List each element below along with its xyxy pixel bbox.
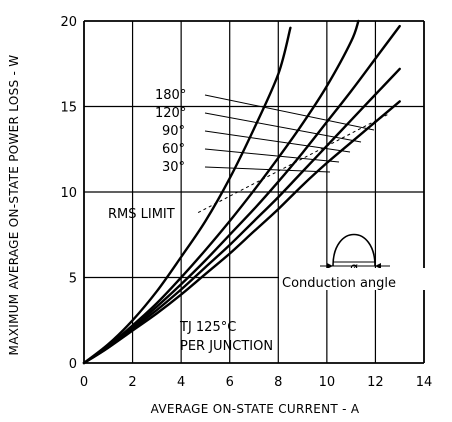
x-tick-label: 6 [226, 375, 234, 390]
half-sine-wave [332, 233, 376, 267]
y-tick-label: 15 [60, 101, 77, 116]
x-tick-label: 12 [367, 375, 384, 390]
series-line-180 [82, 26, 292, 365]
leader-line [204, 166, 331, 173]
curve-label-leaders [204, 94, 375, 173]
y-tick-label: 10 [60, 186, 77, 201]
leader-line [204, 94, 375, 131]
leader-line [204, 148, 340, 163]
series-line-90 [82, 24, 401, 365]
per-junction-label: PER JUNCTION [180, 339, 273, 354]
x-tick-labels: 0 2 4 6 8 10 12 14 [80, 375, 432, 390]
series-line-60 [82, 67, 401, 365]
rms-limit-label: RMS LIMIT [108, 207, 175, 222]
x-axis-title: AVERAGE ON-STATE CURRENT - A [151, 402, 360, 416]
y-tick-label: 20 [60, 15, 77, 30]
conduction-angle-label: Conduction angle [282, 276, 396, 291]
curve-label-90: 90° [162, 124, 185, 139]
conduction-angle-box [279, 268, 440, 290]
x-tick-label: 2 [128, 375, 136, 390]
series-line-120 [82, 19, 360, 365]
curve-labels: 180° 120° 90° 60° 30° [155, 88, 186, 175]
x-tick-label: 10 [319, 375, 336, 390]
tj-label: TJ 125°C [179, 320, 236, 335]
x-tick-label: 4 [177, 375, 185, 390]
x-tick-label: 14 [416, 375, 433, 390]
series-lines [82, 19, 401, 365]
arrow-left [327, 263, 333, 269]
curve-label-30: 30° [162, 160, 185, 175]
curve-label-180: 180° [155, 88, 186, 103]
leader-line [204, 130, 351, 153]
series-line-30 [82, 100, 401, 365]
x-tick-label: 0 [80, 375, 88, 390]
y-axis-title: MAXIMUM AVERAGE ON-STATE POWER LOSS - W [7, 55, 21, 356]
arrow-right [375, 263, 381, 269]
curve-label-60: 60° [162, 142, 185, 157]
conduction-angle-inset: ø Conduction angle [279, 233, 440, 291]
y-tick-label: 5 [69, 272, 77, 287]
x-tick-label: 8 [274, 375, 282, 390]
leader-line [204, 112, 362, 143]
y-tick-label: 0 [69, 357, 77, 372]
curve-label-120: 120° [155, 106, 186, 121]
y-tick-labels: 0 5 10 15 20 [60, 15, 77, 372]
